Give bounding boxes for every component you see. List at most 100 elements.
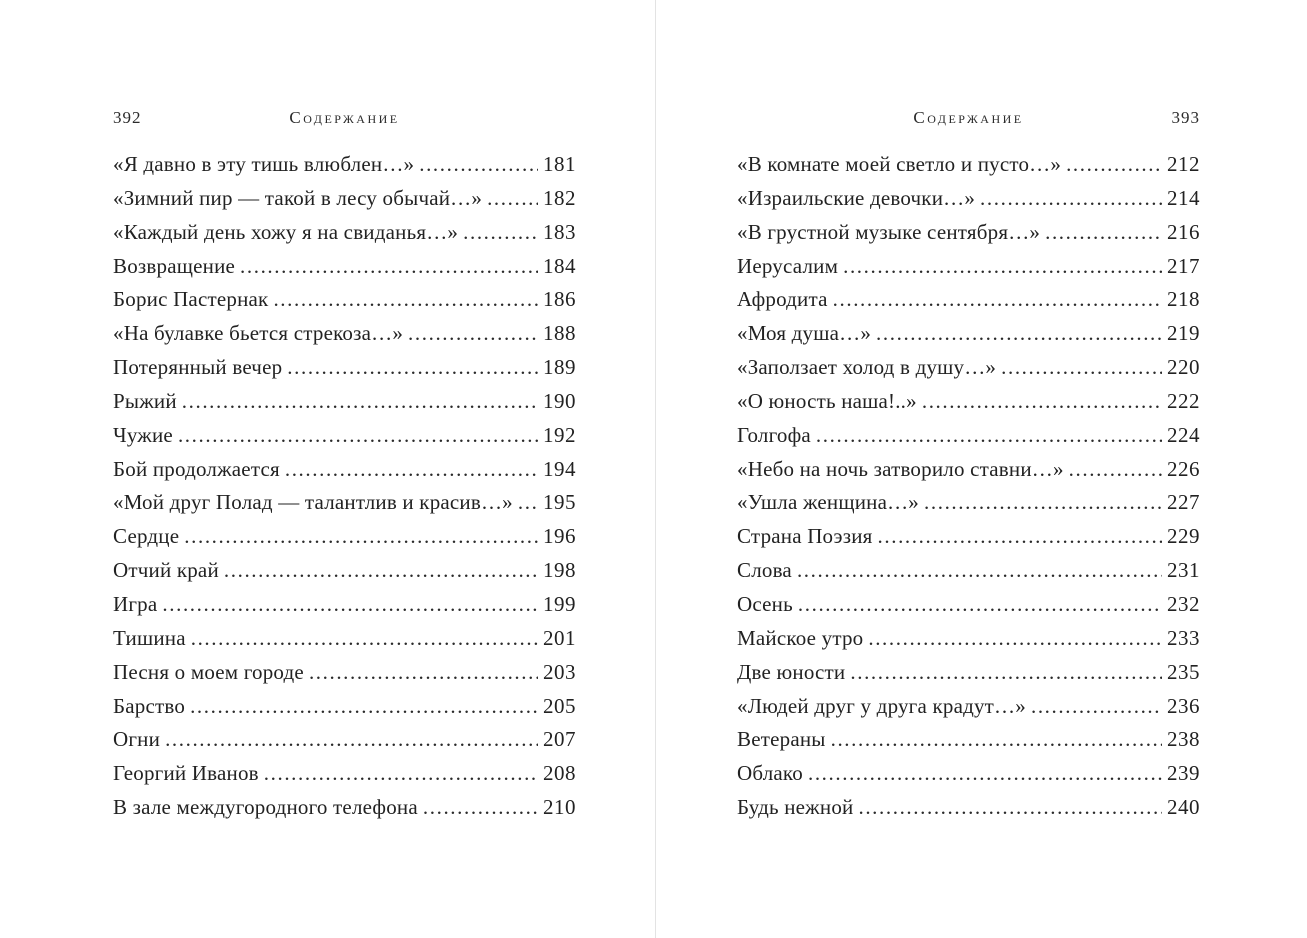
toc-entry-title: «Зимний пир — такой в лесу обычай…» <box>113 185 483 210</box>
toc-list-left: «Я давно в эту тишь влюблен…» ..........… <box>113 148 576 825</box>
dot-leader: ........................................… <box>422 795 538 820</box>
toc-entry-title: «Людей друг у друга крадут…» <box>737 693 1026 718</box>
toc-entry-page-number: 220 <box>1167 355 1200 380</box>
page-left-folio: 392 <box>113 108 142 127</box>
toc-entry: Возвращение ............................… <box>113 250 576 284</box>
toc-entry-page-number: 198 <box>543 558 576 583</box>
toc-entry: «Моя душа…» ............................… <box>737 317 1200 351</box>
toc-entry: Потерянный вечер .......................… <box>113 351 576 385</box>
toc-entry-title: «Израильские девочки…» <box>737 185 976 210</box>
toc-entry-title: «На булавке бьется стрекоза…» <box>113 321 404 346</box>
dot-leader: ........................................… <box>408 321 538 346</box>
toc-entry-title: Сердце <box>113 524 180 549</box>
toc-entry-page-number: 183 <box>543 219 576 244</box>
toc-entry: Тишина .................................… <box>113 622 576 656</box>
toc-entry: Чужие ..................................… <box>113 419 576 453</box>
toc-entry-page-number: 192 <box>543 422 576 447</box>
toc-entry-title: «Каждый день хожу я на свиданья…» <box>113 219 459 244</box>
dot-leader: ........................................… <box>858 795 1162 820</box>
toc-entry-title: Песня о моем городе <box>113 659 304 684</box>
toc-entry: Слова ..................................… <box>737 554 1200 588</box>
toc-entry: Барство ................................… <box>113 690 576 724</box>
toc-entry: Огни ...................................… <box>113 723 576 757</box>
toc-entry-title: Бой продолжается <box>113 456 280 481</box>
toc-entry: В зале междугородного телефона .........… <box>113 791 576 825</box>
toc-entry-page-number: 227 <box>1167 490 1200 515</box>
toc-entry-page-number: 231 <box>1167 558 1200 583</box>
toc-entry-title: Осень <box>737 591 793 616</box>
toc-entry-title: Возвращение <box>113 253 236 278</box>
toc-entry-title: Ветераны <box>737 727 826 752</box>
toc-entry: Будь нежной ............................… <box>737 791 1200 825</box>
toc-entry-title: «Мой друг Полад — талантлив и красив…» <box>113 490 513 515</box>
dot-leader: ........................................… <box>815 422 1162 447</box>
toc-entry-page-number: 190 <box>543 388 576 413</box>
toc-entry-page-number: 239 <box>1167 761 1200 786</box>
toc-entry-title: «В грустной музыке сентября…» <box>737 219 1041 244</box>
toc-entry: «Я давно в эту тишь влюблен…» ..........… <box>113 148 576 182</box>
dot-leader: ........................................… <box>181 388 538 413</box>
toc-entry-title: Тишина <box>113 625 186 650</box>
dot-leader: ........................................… <box>924 490 1162 515</box>
dot-leader: ........................................… <box>223 558 538 583</box>
toc-entry-title: Игра <box>113 591 158 616</box>
toc-entry-title: Георгий Иванов <box>113 761 259 786</box>
toc-entry: Афродита ...............................… <box>737 283 1200 317</box>
toc-entry: Борис Пастернак ........................… <box>113 283 576 317</box>
toc-list-right: «В комнате моей светло и пусто…» .......… <box>737 148 1200 825</box>
toc-entry: Ветераны ...............................… <box>737 723 1200 757</box>
dot-leader: ........................................… <box>843 253 1162 278</box>
toc-entry-page-number: 212 <box>1167 152 1200 176</box>
page-left-header: 392 Содержание <box>113 108 576 130</box>
page-left: 392 Содержание «Я давно в эту тишь влюбл… <box>113 0 576 938</box>
toc-entry-title: Страна Поэзия <box>737 524 873 549</box>
dot-leader: ........................................… <box>463 219 538 244</box>
toc-entry-title: Рыжий <box>113 388 177 413</box>
toc-entry-page-number: 182 <box>543 185 576 210</box>
dot-leader: ........................................… <box>868 625 1162 650</box>
toc-entry-page-number: 199 <box>543 591 576 616</box>
toc-entry-title: Иерусалим <box>737 253 839 278</box>
toc-entry: Облако .................................… <box>737 757 1200 791</box>
toc-entry: «В комнате моей светло и пусто…» .......… <box>737 148 1200 182</box>
dot-leader: ........................................… <box>162 591 538 616</box>
toc-entry-page-number: 218 <box>1167 287 1200 312</box>
toc-entry-title: Облако <box>737 761 803 786</box>
toc-entry-title: «Заползает холод в душу…» <box>737 355 997 380</box>
toc-entry-page-number: 207 <box>543 727 576 752</box>
toc-entry: Георгий Иванов .........................… <box>113 757 576 791</box>
page-right: Содержание 393 «В комнате моей светло и … <box>737 0 1200 938</box>
toc-entry: «Израильские девочки…» .................… <box>737 182 1200 216</box>
toc-entry-page-number: 188 <box>543 321 576 346</box>
dot-leader: ........................................… <box>877 524 1162 549</box>
dot-leader: ........................................… <box>184 524 538 549</box>
toc-entry-page-number: 219 <box>1167 321 1200 346</box>
toc-entry-page-number: 214 <box>1167 185 1200 210</box>
dot-leader: ........................................… <box>921 388 1162 413</box>
toc-entry-page-number: 240 <box>1167 795 1200 820</box>
toc-entry: Майское утро ...........................… <box>737 622 1200 656</box>
toc-entry-title: Слова <box>737 558 792 583</box>
dot-leader: ........................................… <box>240 253 538 278</box>
toc-entry-page-number: 232 <box>1167 591 1200 616</box>
toc-entry-page-number: 203 <box>543 659 576 684</box>
toc-entry-title: «Ушла женщина…» <box>737 490 920 515</box>
toc-entry-page-number: 235 <box>1167 659 1200 684</box>
toc-entry-title: Майское утро <box>737 625 864 650</box>
dot-leader: ........................................… <box>807 761 1162 786</box>
toc-entry-page-number: 184 <box>543 253 576 278</box>
toc-entry-page-number: 181 <box>543 152 576 176</box>
toc-entry-title: Голгофа <box>737 422 811 447</box>
toc-entry: «Зимний пир — такой в лесу обычай…» ....… <box>113 182 576 216</box>
toc-entry: Песня о моем городе ....................… <box>113 656 576 690</box>
toc-entry: Бой продолжается .......................… <box>113 453 576 487</box>
dot-leader: ........................................… <box>797 591 1162 616</box>
dot-leader: ........................................… <box>1030 693 1162 718</box>
toc-entry: «Небо на ночь затворило ставни…» .......… <box>737 453 1200 487</box>
toc-entry: «Мой друг Полад — талантлив и красив…» .… <box>113 486 576 520</box>
toc-entry-title: Две юности <box>737 659 846 684</box>
dot-leader: ........................................… <box>284 456 538 481</box>
toc-entry-page-number: 224 <box>1167 422 1200 447</box>
toc-entry-page-number: 222 <box>1167 388 1200 413</box>
page-left-running-title: Содержание <box>289 108 400 127</box>
